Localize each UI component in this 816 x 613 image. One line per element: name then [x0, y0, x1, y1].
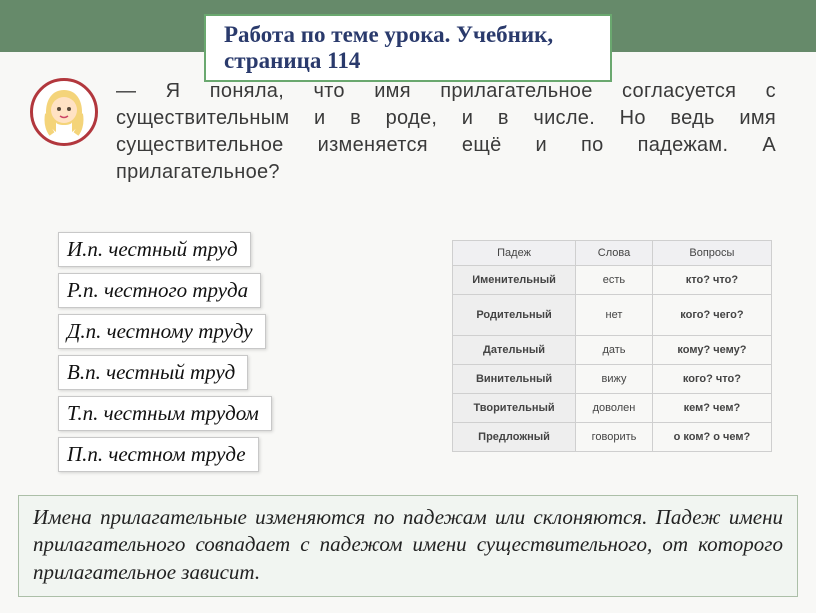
table-header: Слова	[576, 241, 653, 266]
quote-block: — Я поняла, что имя прилагательное согла…	[30, 78, 786, 186]
table-cell: кем? чем?	[652, 394, 771, 423]
case-item: Т.п. честным трудом	[58, 396, 272, 431]
table-cell: кто? что?	[652, 266, 771, 295]
table-cell: Винительный	[453, 365, 576, 394]
case-item: Д.п. честному труду	[58, 314, 266, 349]
table-header: Падеж	[453, 241, 576, 266]
table-cell: кого? что?	[652, 365, 771, 394]
table-cell: доволен	[576, 394, 653, 423]
table-cell: вижу	[576, 365, 653, 394]
grammar-table: Падеж Слова Вопросы Именительный есть кт…	[452, 240, 772, 452]
case-item: В.п. честный труд	[58, 355, 248, 390]
table-cell: Предложный	[453, 423, 576, 452]
table-header: Вопросы	[652, 241, 771, 266]
page-title: Работа по теме урока. Учебник, страница …	[204, 14, 612, 82]
table-cell: Именительный	[453, 266, 576, 295]
rule-box: Имена прилагательные изменяются по падеж…	[18, 495, 798, 597]
table-cell: Родительный	[453, 295, 576, 336]
girl-avatar-icon	[34, 82, 94, 142]
table-cell: нет	[576, 295, 653, 336]
case-item: И.п. честный труд	[58, 232, 251, 267]
table-cell: дать	[576, 336, 653, 365]
case-item: Р.п. честного труда	[58, 273, 261, 308]
case-item: П.п. честном труде	[58, 437, 259, 472]
table-cell: кого? чего?	[652, 295, 771, 336]
quote-text: — Я поняла, что имя прилагательное согла…	[116, 78, 786, 186]
table-cell: Творительный	[453, 394, 576, 423]
table-cell: Дательный	[453, 336, 576, 365]
table-cell: кому? чему?	[652, 336, 771, 365]
table-cell: о ком? о чем?	[652, 423, 771, 452]
table-cell: есть	[576, 266, 653, 295]
table-cell: говорить	[576, 423, 653, 452]
cases-list: И.п. честный труд Р.п. честного труда Д.…	[58, 232, 272, 472]
avatar	[30, 78, 98, 146]
